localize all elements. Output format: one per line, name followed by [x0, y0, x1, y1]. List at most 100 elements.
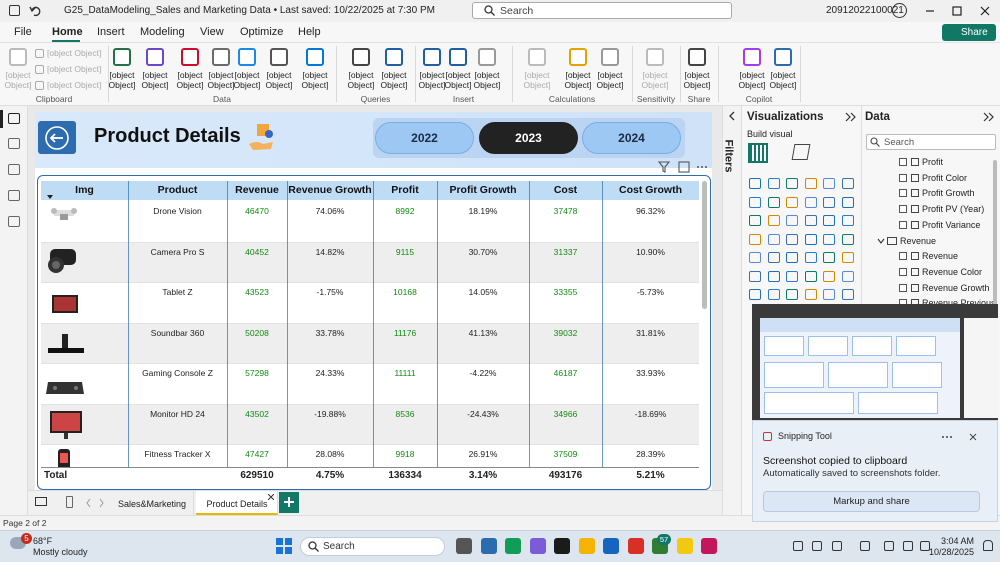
visual-type-icon[interactable]	[767, 289, 780, 300]
menu-tab[interactable]: View	[200, 26, 224, 38]
ribbon-small-button[interactable]: [object Object]	[47, 80, 102, 90]
visual-type-icon[interactable]	[823, 196, 835, 208]
ribbon-button[interactable]: [object Object]	[473, 70, 501, 90]
visual-type-icon[interactable]	[786, 270, 798, 282]
ribbon-small-button[interactable]: [object Object]	[47, 64, 102, 74]
ribbon-button[interactable]: [object Object]	[769, 70, 797, 90]
column-header[interactable]: Img	[75, 184, 94, 196]
data-field[interactable]: Profit PV (Year)	[922, 204, 985, 215]
ribbon-button[interactable]: [object Object]	[265, 70, 293, 90]
title-search-box[interactable]	[472, 2, 732, 19]
menu-tab[interactable]: Optimize	[240, 26, 284, 38]
ribbon-button[interactable]: [object Object]	[233, 70, 261, 90]
menu-tab[interactable]: Modeling	[140, 26, 185, 38]
ribbon-button[interactable]: [object Object]	[596, 70, 624, 90]
field-checkbox[interactable]	[899, 189, 907, 198]
column-header[interactable]: Revenue Growth	[288, 184, 372, 196]
ribbon-button[interactable]: [object Object]	[683, 70, 711, 90]
tray-icon[interactable]	[860, 541, 870, 551]
visual-type-icon[interactable]	[749, 196, 761, 208]
taskbar-app[interactable]	[676, 538, 693, 554]
visual-type-icon[interactable]	[767, 215, 780, 226]
visual-type-icon[interactable]	[804, 289, 817, 300]
data-field[interactable]: Revenue	[922, 251, 959, 262]
desktop-view-icon[interactable]	[35, 497, 47, 506]
rail-icon[interactable]	[8, 113, 20, 124]
field-checkbox[interactable]	[899, 283, 907, 292]
visual-type-icon[interactable]	[823, 233, 835, 245]
ribbon-button[interactable]: [object Object]	[176, 70, 204, 90]
filters-title[interactable]: Filters	[722, 139, 735, 173]
ribbon-button[interactable]: [object Object]	[444, 70, 472, 90]
taskbar-app[interactable]	[627, 538, 644, 554]
visual-type-icon[interactable]	[841, 270, 854, 282]
page-tab-label[interactable]: Sales&Marketing	[117, 499, 187, 509]
field-checkbox[interactable]	[899, 173, 907, 182]
share-button[interactable]	[942, 24, 996, 41]
column-header[interactable]: Profit	[391, 184, 419, 196]
ribbon-button[interactable]: [object Object]	[641, 70, 669, 90]
column-header[interactable]: Product	[157, 184, 198, 196]
tray-icon[interactable]	[812, 541, 822, 551]
visual-type-icon[interactable]	[804, 233, 817, 245]
snip-button[interactable]: Markup and share	[763, 491, 980, 512]
ribbon-button[interactable]: [object Object]	[564, 70, 592, 90]
field-checkbox[interactable]	[899, 220, 907, 229]
column-header[interactable]: Cost	[553, 184, 578, 196]
share-label[interactable]: Share	[961, 27, 988, 38]
ribbon-button[interactable]: [object Object]	[347, 70, 375, 90]
visual-type-icon[interactable]	[767, 196, 780, 208]
visual-type-icon[interactable]	[804, 178, 817, 189]
taskbar-app[interactable]	[456, 538, 472, 554]
visual-type-icon[interactable]	[841, 178, 854, 189]
visual-type-icon[interactable]	[749, 178, 761, 189]
visual-type-icon[interactable]	[823, 289, 835, 300]
visual-type-icon[interactable]	[841, 289, 854, 300]
rail-icon[interactable]	[8, 216, 20, 227]
ribbon-button[interactable]: [object Object]	[108, 70, 136, 90]
taskbar-app[interactable]	[603, 538, 619, 554]
visual-type-icon[interactable]	[786, 196, 798, 208]
menu-tab[interactable]: Help	[298, 26, 321, 38]
visual-type-icon[interactable]	[749, 270, 761, 282]
visual-type-icon[interactable]	[767, 233, 780, 245]
taskbar-app[interactable]	[554, 538, 570, 554]
visual-type-icon[interactable]	[841, 215, 854, 226]
field-checkbox[interactable]	[899, 158, 907, 166]
visual-type-icon[interactable]	[786, 289, 798, 300]
field-checkbox[interactable]	[899, 252, 907, 261]
ribbon-button[interactable]: [object Object]	[738, 70, 766, 90]
visual-type-icon[interactable]	[841, 196, 854, 208]
column-header[interactable]: Cost Growth	[619, 184, 682, 196]
ribbon-button[interactable]: [object Object]	[523, 70, 551, 90]
visual-type-icon[interactable]	[804, 252, 817, 263]
visual-type-icon[interactable]	[823, 215, 835, 226]
visual-type-icon[interactable]	[786, 215, 798, 226]
field-checkbox[interactable]	[899, 267, 907, 276]
visual-type-icon[interactable]	[804, 215, 817, 226]
menu-tab[interactable]: Home	[52, 26, 83, 38]
visual-type-icon[interactable]	[804, 196, 817, 208]
ribbon-button[interactable]: [object Object]	[4, 70, 32, 90]
visual-type-icon[interactable]	[786, 178, 798, 189]
data-field[interactable]: Profit Variance	[922, 219, 981, 230]
ribbon-button[interactable]: [object Object]	[380, 70, 408, 90]
visual-type-icon[interactable]	[749, 252, 761, 263]
notification-bell[interactable]	[983, 540, 993, 551]
data-field[interactable]: Profit Color	[922, 172, 968, 183]
visual-type-icon[interactable]	[823, 252, 835, 263]
data-field[interactable]: Profit	[922, 157, 944, 167]
taskbar-app[interactable]	[505, 538, 521, 554]
ribbon-small-button[interactable]: [object Object]	[47, 48, 102, 58]
data-field[interactable]: Revenue Growth	[922, 282, 990, 293]
visual-type-icon[interactable]	[841, 252, 854, 263]
visual-type-icon[interactable]	[749, 289, 761, 300]
page-tab-label[interactable]: Product Details	[206, 499, 268, 509]
visual-type-icon[interactable]	[841, 233, 854, 245]
visual-type-icon[interactable]	[786, 252, 798, 263]
tray-icon[interactable]	[920, 541, 930, 551]
tray-icon[interactable]	[793, 541, 803, 551]
visual-type-icon[interactable]	[767, 252, 780, 263]
ribbon-button[interactable]: [object Object]	[141, 70, 169, 90]
menu-tab[interactable]: Insert	[97, 26, 125, 38]
